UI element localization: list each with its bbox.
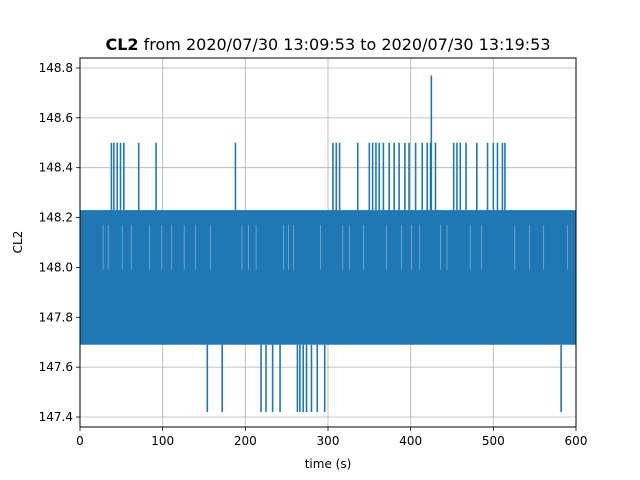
x-tick-label: 600: [565, 434, 588, 448]
x-tick-label: 500: [482, 434, 505, 448]
y-tick-label: 148.8: [39, 61, 73, 75]
x-tick-label: 100: [151, 434, 174, 448]
plot-area: [80, 75, 576, 413]
x-axis: 0 100 200 300 400 500 600: [76, 427, 587, 448]
y-tick-label: 147.8: [39, 310, 73, 324]
chart-title-rest: from 2020/07/30 13:09:53 to 2020/07/30 1…: [139, 35, 551, 54]
y-tick-label: 147.6: [39, 360, 73, 374]
y-tick-label: 148.0: [39, 260, 73, 274]
series-band: [80, 210, 576, 345]
y-axis-label: CL2: [11, 231, 25, 254]
x-tick-label: 0: [76, 434, 84, 448]
y-tick-label: 148.6: [39, 111, 73, 125]
chart-title-bold: CL2: [105, 35, 138, 54]
y-tick-label: 147.4: [39, 410, 73, 424]
y-axis: 147.4 147.6 147.8 148.0 148.2 148.4 148.6 148.8: [39, 61, 80, 424]
x-axis-label: time (s): [305, 457, 352, 471]
y-tick-label: 148.2: [39, 211, 73, 225]
x-tick-label: 200: [234, 434, 257, 448]
x-tick-label: 400: [399, 434, 422, 448]
y-tick-label: 148.4: [39, 161, 73, 175]
x-tick-label: 300: [317, 434, 340, 448]
chart-title: CL2 from 2020/07/30 13:09:53 to 2020/07/…: [105, 35, 550, 54]
